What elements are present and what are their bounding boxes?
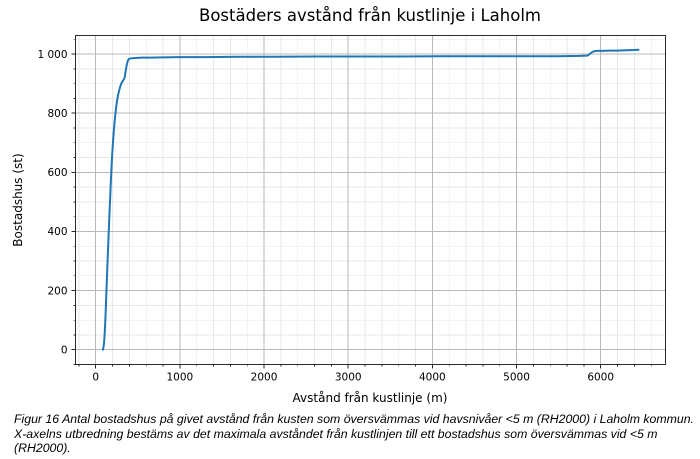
- chart-title: Bostäders avstånd från kustlinje i Lahol…: [199, 6, 541, 25]
- y-tick-label: 400: [47, 226, 67, 238]
- x-tick-label: 3000: [335, 372, 362, 384]
- figure-caption: Figur 16 Antal bostadshus på givet avstå…: [14, 412, 694, 456]
- x-tick-label: 0: [92, 372, 99, 384]
- x-axis-label: Avstånd från kustlinje (m): [292, 391, 448, 405]
- x-tick-label: 2000: [251, 372, 278, 384]
- y-tick-label: 200: [47, 285, 67, 297]
- chart-figure: Bostäders avstånd från kustlinje i Lahol…: [11, 6, 666, 405]
- x-tick-label: 1000: [166, 372, 193, 384]
- plot-border: [75, 35, 666, 365]
- y-tick-label: 600: [47, 167, 67, 179]
- plot-area: 0 1000 2000 3000 4000 5000 6000 0 200 400 600 800 1 …: [37, 35, 666, 384]
- y-tick-label: 800: [47, 108, 67, 120]
- data-line: [101, 48, 640, 351]
- y-tick-label: 0: [61, 344, 68, 356]
- x-tick-label: 6000: [587, 372, 614, 384]
- x-tick-label: 4000: [419, 372, 446, 384]
- y-tick-label: 1 000: [37, 49, 67, 61]
- x-tick-label: 5000: [503, 372, 530, 384]
